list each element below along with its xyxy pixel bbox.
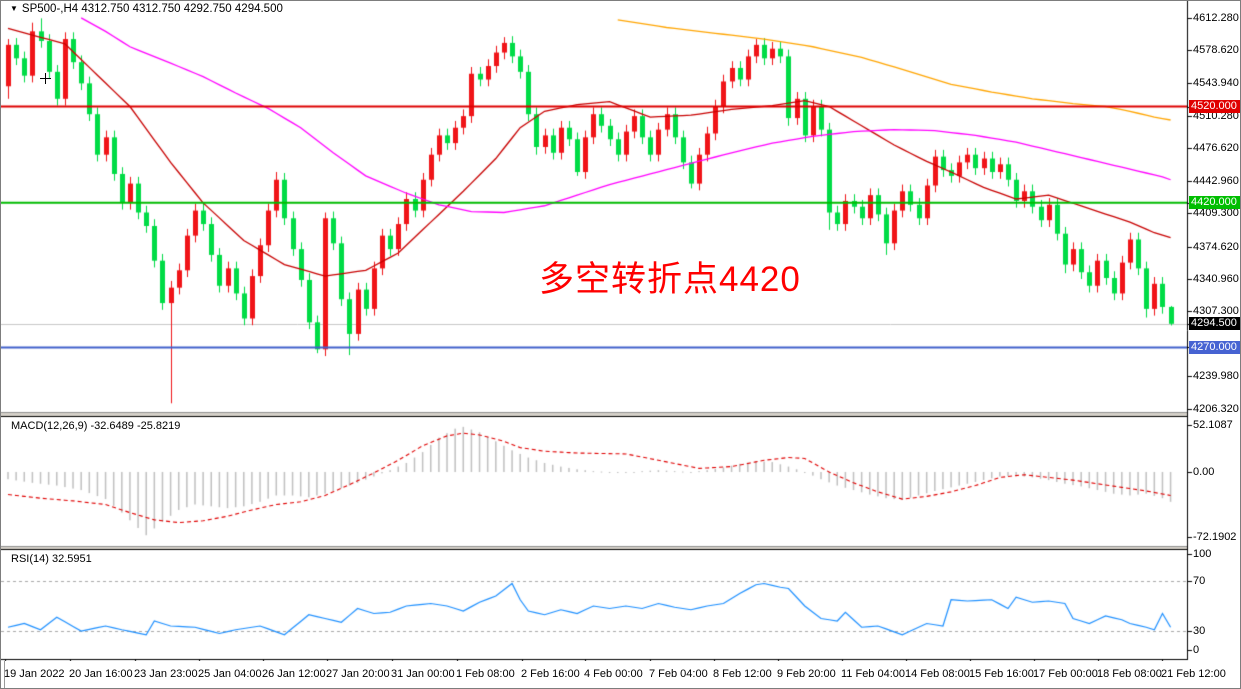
time-tick-label: 18 Feb 08:00 [1097,668,1162,680]
time-tick-label: 15 Feb 16:00 [969,668,1034,680]
macd-tick-label: -72.1902 [1193,531,1237,544]
time-tick-label: 11 Feb 04:00 [841,668,906,680]
time-tick-label: 14 Feb 08:00 [905,668,970,680]
ohlc-open: 4312.750 [81,3,130,15]
price-tick-label: 4340.960 [1193,273,1239,286]
time-tick-label: 4 Feb 00:00 [584,668,643,680]
rsi-tick-label: 100 [1193,548,1212,560]
time-tick-label: 26 Jan 12:00 [262,668,326,680]
price-chart-canvas[interactable] [1,1,1240,661]
price-tick-label: 4612.280 [1193,11,1239,24]
macd-tick-label: 52.1087 [1193,418,1233,431]
symbol-period-label: SP500-,H4 [21,3,79,15]
time-tick-label: 31 Jan 00:00 [391,668,455,680]
time-tick-label: 8 Feb 12:00 [713,668,772,680]
rsi-tick-label: 70 [1193,575,1206,587]
price-tick-label: 4476.620 [1193,142,1239,155]
time-tick-label: 23 Jan 23:00 [134,668,198,680]
macd-tick-label: 0.00 [1193,466,1215,478]
symbol-header: ▼ SP500-,H4 4312.750 4312.750 4292.750 42… [10,3,283,15]
rsi-tick-label: 30 [1193,625,1206,637]
price-tick-label: 4239.980 [1193,370,1239,383]
macd-label: MACD(12,26,9) -32.6489 -25.8219 [11,420,181,432]
price-level-chip: 4520.000 [1189,100,1240,113]
time-tick-label: 19 Jan 2022 [4,668,65,680]
time-tick-label: 21 Feb 12:00 [1161,668,1226,680]
rsi-label: RSI(14) 32.5951 [11,553,92,565]
time-tick-label: 25 Jan 04:00 [198,668,262,680]
time-tick-label: 27 Jan 20:00 [326,668,390,680]
ohlc-high: 4312.750 [132,3,181,15]
time-tick-label: 1 Feb 08:00 [456,668,515,680]
crosshair-marker [40,73,51,84]
time-tick-label: 9 Feb 20:00 [777,668,836,680]
time-tick-label: 2 Feb 16:00 [521,668,580,680]
time-tick-label: 20 Jan 16:00 [69,668,133,680]
price-tick-label: 4442.960 [1193,174,1239,187]
ohlc-close: 4294.500 [234,3,283,15]
price-tick-label: 4409.300 [1193,207,1239,220]
ohlc-low: 4292.750 [183,3,232,15]
chart-annotation-text[interactable]: 多空转折点4420 [539,260,801,299]
rsi-tick-label: 0 [1193,644,1200,656]
time-tick-label: 7 Feb 04:00 [649,668,708,680]
price-level-chip: 4294.500 [1189,317,1240,331]
price-tick-label: 4307.300 [1193,305,1239,318]
collapse-triangle-icon[interactable]: ▼ [10,4,18,13]
price-tick-label: 4578.620 [1193,44,1239,57]
price-tick-label: 4543.940 [1193,77,1239,90]
price-tick-label: 4374.620 [1193,240,1239,253]
time-tick-label: 17 Feb 00:00 [1033,668,1098,680]
price-level-chip: 4420.000 [1189,196,1240,210]
price-tick-label: 4206.320 [1193,402,1239,415]
price-level-chip: 4270.000 [1189,340,1240,354]
